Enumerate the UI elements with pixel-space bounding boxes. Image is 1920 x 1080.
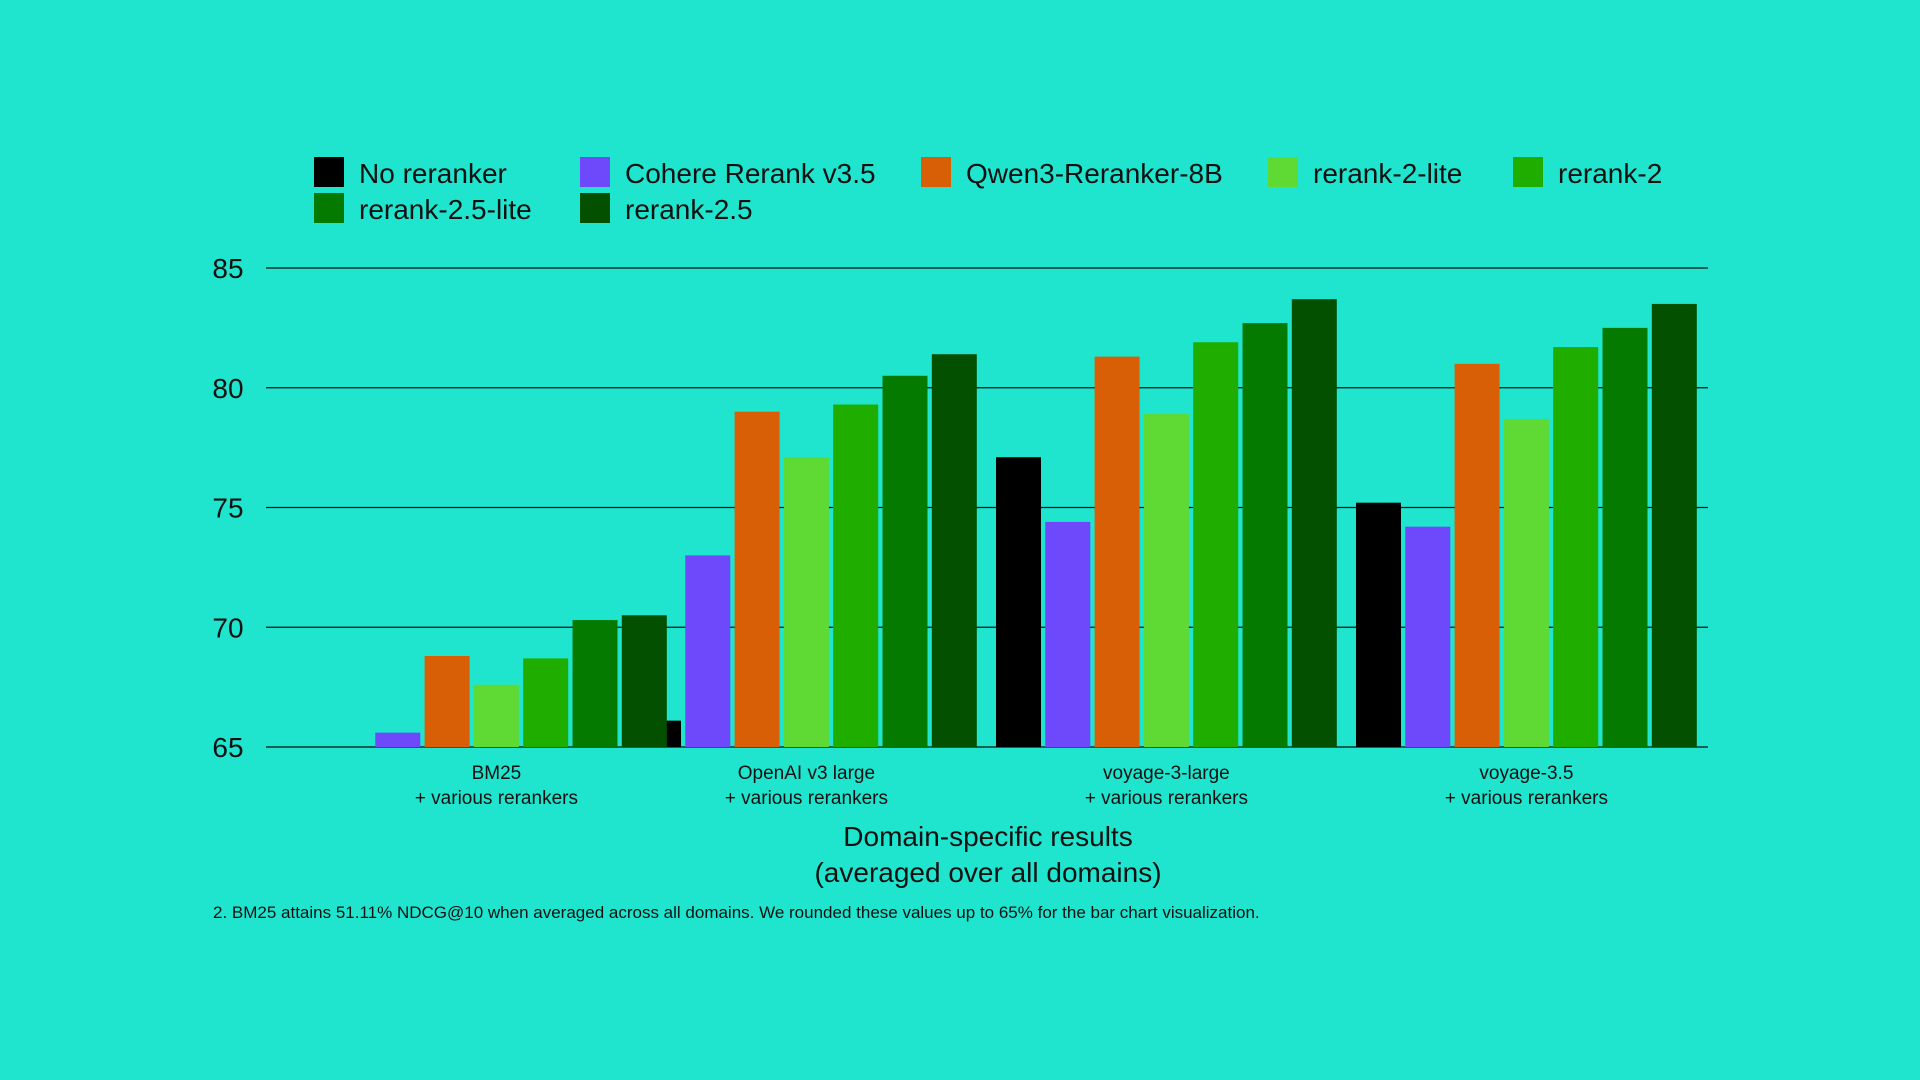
bar <box>996 457 1041 747</box>
legend-label: rerank-2.5-lite <box>359 194 532 225</box>
x-axis-title: Domain-specific results (averaged over a… <box>814 821 1161 888</box>
x-axis-title-line-2: (averaged over all domains) <box>814 857 1161 888</box>
legend-label: rerank-2 <box>1558 158 1662 189</box>
x-tick-label: + various rerankers <box>725 788 888 809</box>
bar <box>1045 521 1091 747</box>
bar <box>1503 418 1549 747</box>
x-axis-title-line-1: Domain-specific results <box>843 821 1132 852</box>
legend-label: No reranker <box>359 158 507 189</box>
bar <box>931 354 977 747</box>
bar <box>523 658 569 747</box>
y-axis: 85 80 75 70 65 <box>212 253 243 763</box>
x-tick-label: + various rerankers <box>415 788 578 809</box>
x-axis: BM25 + various rerankers OpenAI v3 large + … <box>415 763 1608 809</box>
bar <box>1454 363 1500 747</box>
y-tick-label: 85 <box>212 253 243 284</box>
x-tick-label: voyage-3-large <box>1103 763 1230 784</box>
bar <box>1291 299 1337 747</box>
y-tick-label: 65 <box>212 732 243 763</box>
bar <box>572 620 618 747</box>
legend-label: rerank-2.5 <box>625 194 753 225</box>
bar <box>1651 303 1697 747</box>
bar <box>1553 347 1599 747</box>
bars <box>375 299 1697 747</box>
legend-label: Cohere Rerank v3.5 <box>625 158 876 189</box>
legend-swatch <box>1268 157 1298 187</box>
legend: No reranker Cohere Rerank v3.5 Qwen3-Reran… <box>314 157 1662 225</box>
x-tick-label: + various rerankers <box>1445 788 1608 809</box>
footnote: 2. BM25 attains 51.11% NDCG@10 when aver… <box>213 903 1260 922</box>
legend-swatch <box>314 193 344 223</box>
legend-swatch <box>580 157 610 187</box>
y-tick-label: 70 <box>212 612 243 643</box>
y-tick-label: 80 <box>212 373 243 404</box>
bar <box>833 404 879 747</box>
x-tick-label: BM25 <box>472 763 522 784</box>
bar <box>1356 502 1401 747</box>
bar <box>473 684 519 747</box>
legend-label: Qwen3-Reranker-8B <box>966 158 1223 189</box>
y-tick-label: 75 <box>212 493 243 524</box>
x-tick-label: OpenAI v3 large <box>738 763 875 784</box>
bar <box>1242 323 1288 747</box>
bar <box>621 615 667 747</box>
x-tick-label: + various rerankers <box>1085 788 1248 809</box>
x-tick-label: voyage-3.5 <box>1479 763 1573 784</box>
bar <box>1602 327 1648 747</box>
legend-swatch <box>314 157 344 187</box>
bar <box>685 555 731 747</box>
bar <box>783 457 829 747</box>
bar <box>375 732 421 747</box>
legend-label: rerank-2-lite <box>1313 158 1462 189</box>
legend-swatch <box>1513 157 1543 187</box>
bar <box>1405 526 1451 747</box>
legend-swatch <box>921 157 951 187</box>
bar <box>734 411 780 747</box>
bar <box>1143 414 1189 747</box>
bar <box>424 655 470 747</box>
bar <box>1193 342 1239 747</box>
bar <box>882 375 928 747</box>
legend-swatch <box>580 193 610 223</box>
bar <box>1094 356 1140 747</box>
